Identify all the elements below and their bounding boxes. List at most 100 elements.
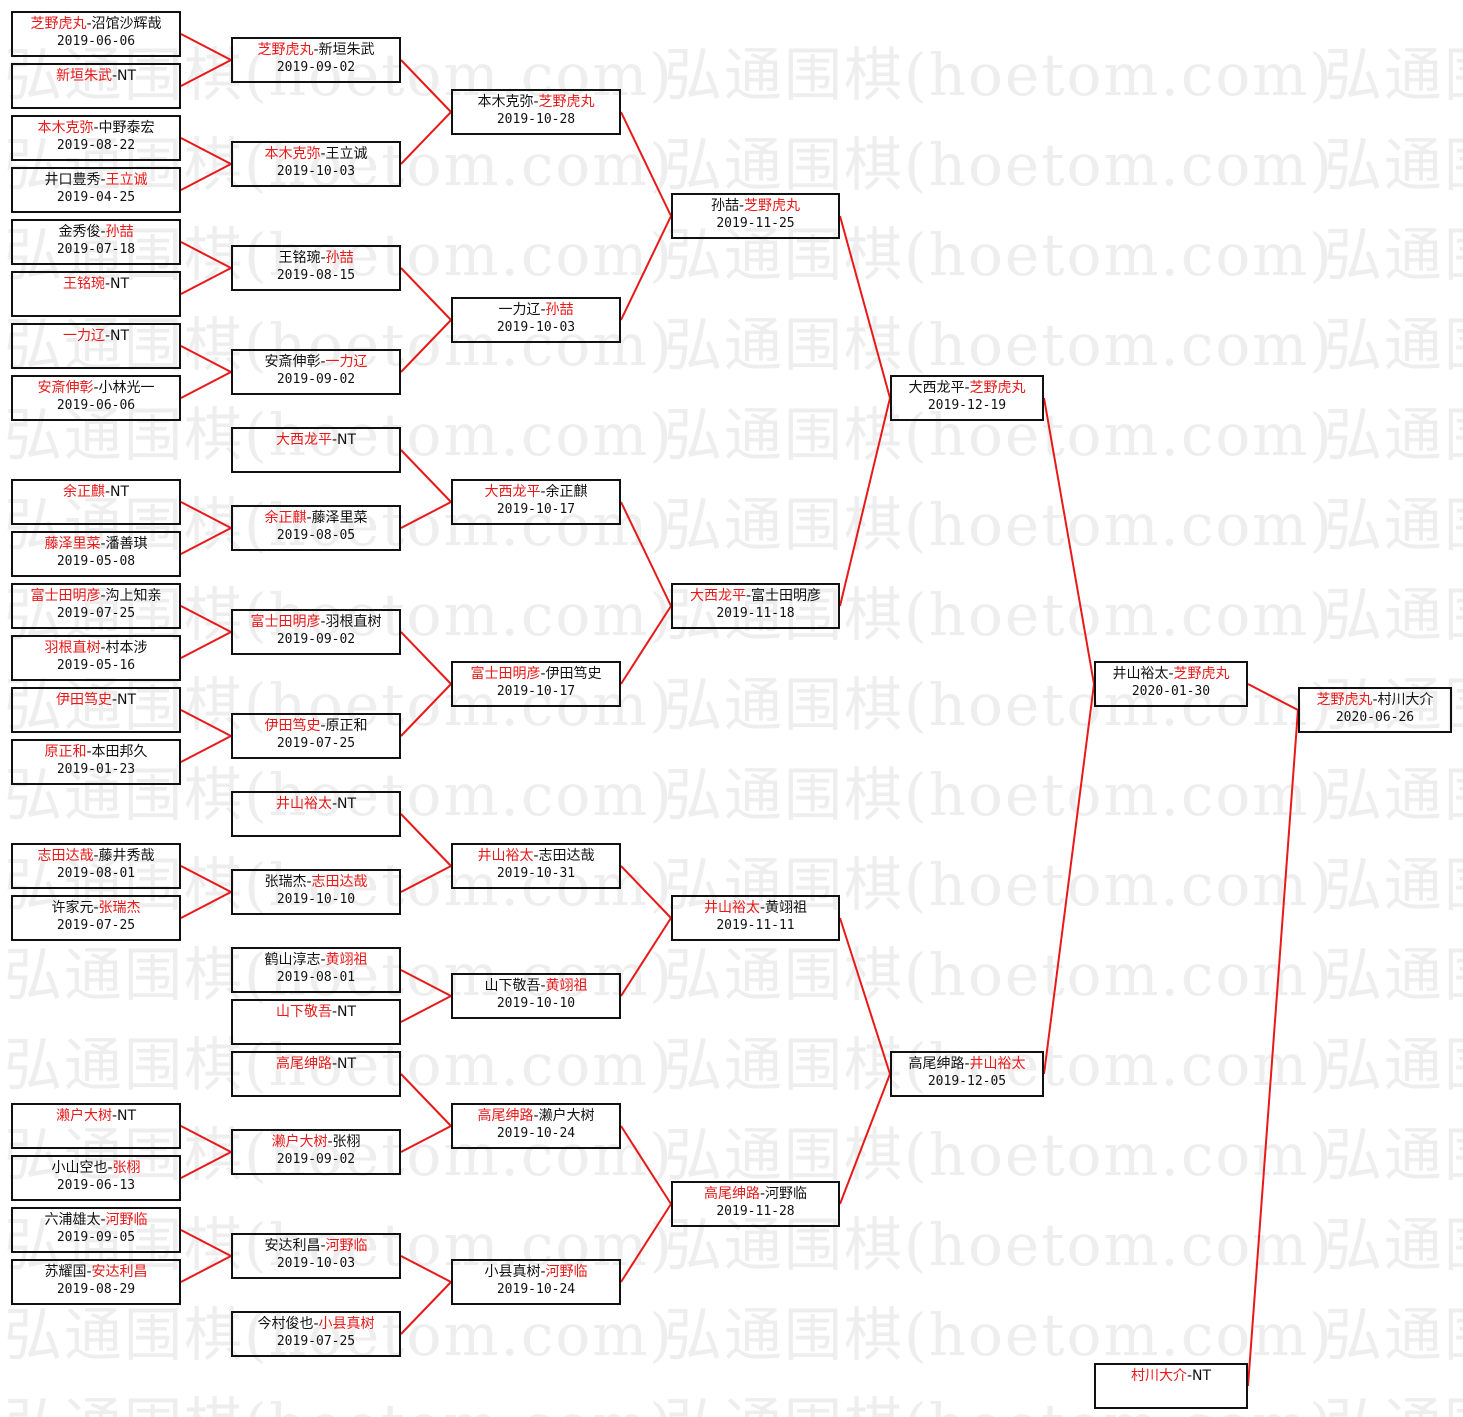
player-b: 本田邦久 (91, 744, 148, 760)
separator: - (100, 224, 106, 240)
separator: - (306, 874, 312, 890)
match-players: 井口豊秀-王立诚 (13, 171, 179, 189)
connector-line (400, 449, 452, 503)
separator: - (100, 588, 106, 604)
match-box: 安斎伸彰-小林光一 2019-06-06 (11, 375, 181, 421)
match-box: 大西龙平-富士田明彦 2019-11-18 (671, 583, 840, 629)
connector-line (180, 527, 232, 555)
player-a: 孙喆 (710, 198, 739, 214)
separator: - (331, 796, 338, 812)
player-b-winner: 芝野虎丸 (538, 94, 595, 110)
player-b: NT (337, 796, 357, 812)
player-a-winner: 本木克弥 (264, 146, 321, 162)
match-box: 张瑞杰-志田达哉 2019-10-10 (231, 869, 401, 915)
player-b-winner: 河野临 (105, 1212, 148, 1228)
connector-line (180, 1255, 232, 1283)
connector-line (620, 865, 672, 919)
match-box: 山下敬吾-黄翊祖 2019-10-10 (451, 973, 621, 1019)
player-a-winner: 富士田明彦 (30, 588, 101, 604)
player-b-winner: 张栩 (112, 1160, 141, 1176)
match-date: 2019-10-24 (496, 1126, 576, 1141)
match-box: 富士田明彦-伊田笃史 2019-10-17 (451, 661, 621, 707)
match-date: 2019-10-17 (496, 684, 576, 699)
player-b: NT (117, 68, 137, 84)
player-b-winner: 芝野虎丸 (1173, 666, 1230, 682)
match-players: 藤泽里菜-潘善琪 (13, 535, 179, 553)
separator: - (964, 380, 970, 396)
match-date: 2019-08-05 (276, 528, 356, 543)
separator: - (100, 536, 106, 552)
match-box: 原正和-本田邦久 2019-01-23 (11, 739, 181, 785)
match-players: 一力辽-NT (13, 327, 179, 345)
connector-line (400, 1073, 452, 1127)
player-b-winner: 黄翊祖 (545, 978, 588, 994)
match-players: 濑户大树-NT (13, 1107, 179, 1125)
connector-line (1247, 683, 1299, 711)
match-box: 六浦雄太-河野临 2019-09-05 (11, 1207, 181, 1253)
separator: - (331, 432, 338, 448)
match-players: 今村俊也-小县真树 (233, 1315, 399, 1333)
player-a-winner: 山下敬吾 (275, 1004, 332, 1020)
player-a-winner: 芝野虎丸 (30, 16, 87, 32)
match-date: 2019-09-02 (276, 632, 356, 647)
connector-line (180, 267, 232, 295)
connector-line (400, 1281, 452, 1335)
match-date: 2019-08-01 (276, 970, 356, 985)
match-box: 苏耀国-安达利昌 2019-08-29 (11, 1259, 181, 1305)
separator: - (331, 1004, 338, 1020)
player-b: NT (110, 276, 130, 292)
player-a-winner: 高尾绅路 (703, 1186, 760, 1202)
match-box: 本木克弥-中野泰宏 2019-08-22 (11, 115, 181, 161)
player-b: NT (337, 1004, 357, 1020)
match-box: 小县真树-河野临 2019-10-24 (451, 1259, 621, 1305)
separator: - (331, 1056, 338, 1072)
match-date: 2019-08-29 (56, 1282, 136, 1297)
connector-line (180, 501, 232, 529)
match-box: 藤泽里菜-潘善琪 2019-05-08 (11, 531, 181, 577)
match-players: 富士田明彦-伊田笃史 (453, 665, 619, 683)
connector-line (180, 371, 232, 399)
match-date: 2019-09-02 (276, 60, 356, 75)
player-a-winner: 安斎伸彰 (37, 380, 94, 396)
connector-line (400, 865, 452, 893)
player-a: 一力辽 (498, 302, 541, 318)
separator: - (100, 172, 106, 188)
match-box: 井山裕太-志田达哉 2019-10-31 (451, 843, 621, 889)
connector-line (400, 267, 452, 321)
player-a: 许家元 (51, 900, 94, 916)
player-a: 本木克弥 (477, 94, 534, 110)
separator: - (104, 484, 111, 500)
match-players: 许家元-张瑞杰 (13, 899, 179, 917)
player-b-winner: 孙喆 (105, 224, 134, 240)
player-a-winner: 志田达哉 (37, 848, 94, 864)
separator: - (320, 952, 326, 968)
connector-line (180, 1229, 232, 1257)
separator: - (964, 1056, 970, 1072)
connector-line (180, 33, 232, 61)
match-players: 高尾绅路-濑户大树 (453, 1107, 619, 1125)
connector-line (620, 1125, 672, 1205)
match-players: 富士田明彦-羽根直树 (233, 613, 399, 631)
match-date: 2019-07-25 (56, 918, 136, 933)
separator: - (93, 848, 99, 864)
connector-line (400, 1255, 452, 1283)
separator: - (306, 510, 312, 526)
match-box: 本木克弥-王立诚 2019-10-03 (231, 141, 401, 187)
separator: - (738, 198, 745, 214)
match-players: 高尾绅路-河野临 (673, 1185, 838, 1203)
separator: - (320, 354, 326, 370)
connector-line (180, 1151, 232, 1179)
match-date: 2019-08-01 (56, 866, 136, 881)
match-players: 芝野虎丸-沼馆沙辉哉 (13, 15, 179, 33)
separator: - (313, 42, 319, 58)
match-box: 高尾绅路-NT (231, 1051, 401, 1097)
connector-line (1043, 683, 1095, 1075)
player-a-winner: 大西龙平 (275, 432, 332, 448)
match-box: 金秀俊-孙喆 2019-07-18 (11, 219, 181, 265)
player-a-winner: 一力辽 (62, 328, 105, 344)
player-b-winner: 河野临 (545, 1264, 588, 1280)
match-players: 本木克弥-中野泰宏 (13, 119, 179, 137)
player-b: 藤泽里菜 (311, 510, 368, 526)
player-b: 余正麒 (545, 484, 588, 500)
match-date: 2019-10-10 (496, 996, 576, 1011)
